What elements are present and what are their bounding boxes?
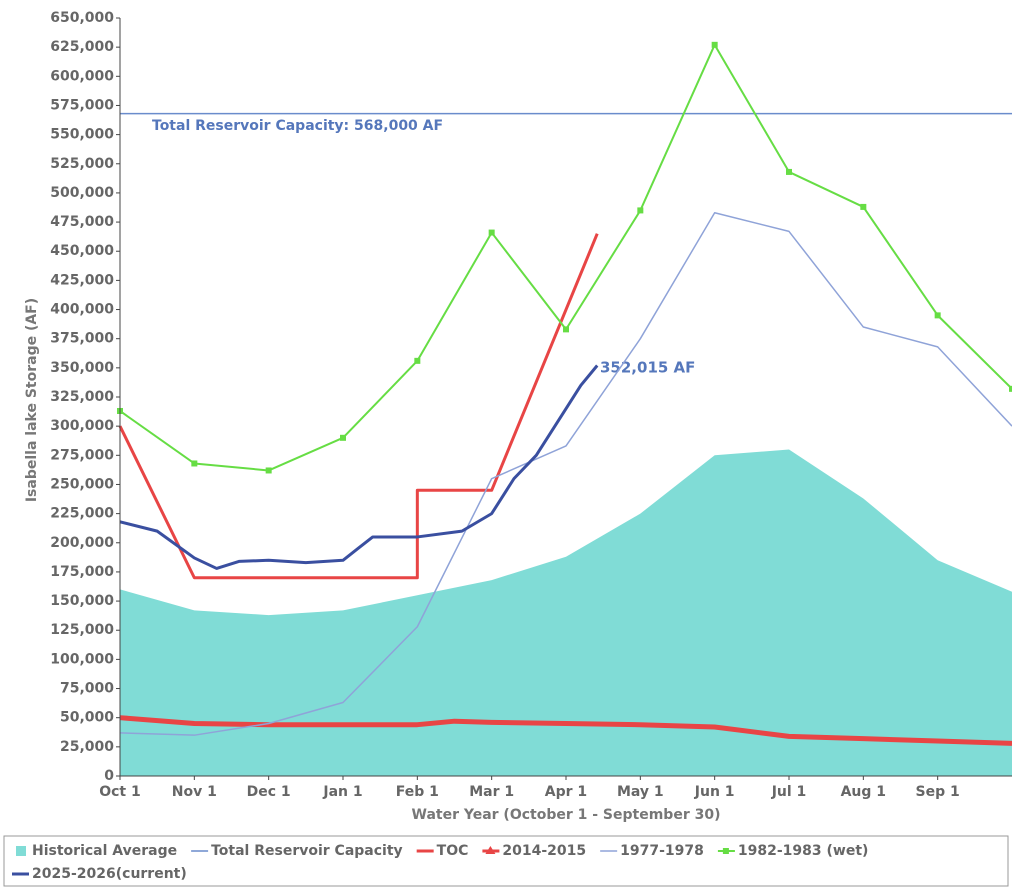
point (860, 203, 867, 210)
y-tick-label: 0 (104, 768, 114, 784)
y-tick-label: 175,000 (50, 564, 114, 580)
y-tick-label: 375,000 (50, 331, 114, 347)
y-tick-label: 600,000 (50, 68, 114, 84)
point (488, 229, 495, 236)
point (1009, 385, 1012, 392)
x-tick-label: May 1 (617, 784, 664, 800)
legend-marker (722, 848, 729, 854)
y-tick-label: 300,000 (50, 418, 114, 434)
y-tick-label: 350,000 (50, 360, 114, 376)
plot-area (117, 41, 1012, 776)
x-tick-label: Mar 1 (469, 784, 514, 800)
legend-label: Historical Average (32, 843, 177, 859)
x-tick-label: Apr 1 (545, 784, 587, 800)
legend-item: Historical Average (16, 843, 177, 859)
legend-label: Total Reservoir Capacity (211, 843, 403, 859)
legend-swatch (16, 846, 26, 856)
y-tick-label: 575,000 (50, 97, 114, 113)
y-tick-label: 525,000 (50, 156, 114, 172)
line (119, 715, 1012, 746)
y-tick-label: 150,000 (50, 593, 114, 609)
y-tick-label: 625,000 (50, 39, 114, 55)
y-tick-label: 50,000 (60, 710, 114, 726)
y-tick-label: 275,000 (50, 447, 114, 463)
area (120, 449, 1012, 776)
point (934, 312, 941, 319)
legend-item: 2014-2015 (482, 843, 586, 859)
legend-item: 1977-1978 (600, 843, 704, 859)
legend-label: 2025-2026(current) (32, 866, 187, 882)
x-tick-label: Oct 1 (99, 784, 141, 800)
line (118, 233, 599, 580)
x-tick-label: Jul 1 (771, 784, 807, 800)
point (563, 326, 569, 333)
x-tick-label: Jan 1 (322, 784, 362, 800)
legend-label: 1982-1983 (wet) (738, 843, 869, 859)
point (265, 467, 272, 474)
y-tick-label: 425,000 (50, 272, 114, 288)
x-tick-label: Dec 1 (247, 784, 291, 800)
y-tick-label: 400,000 (50, 302, 114, 318)
legend-item: Total Reservoir Capacity (191, 843, 403, 859)
y-tick-label: 325,000 (50, 389, 114, 405)
x-tick-label: Nov 1 (172, 784, 217, 800)
line (119, 211, 1012, 736)
x-axis-label: Water Year (October 1 - September 30) (412, 807, 721, 823)
x-tick-label: Feb 1 (396, 784, 439, 800)
y-tick-label: 250,000 (50, 476, 114, 492)
y-tick-label: 550,000 (50, 127, 114, 143)
y-tick-label: 75,000 (60, 681, 114, 697)
point (414, 357, 421, 364)
point (786, 168, 792, 175)
legend-box (3, 835, 1009, 887)
legend-label: 2014-2015 (502, 843, 586, 859)
y-tick-label: 475,000 (50, 214, 114, 230)
legend-item: 1982-1983 (wet) (717, 843, 869, 859)
y-tick-label: 200,000 (50, 535, 114, 551)
current-annotation: 352,015 AF (600, 359, 695, 377)
y-tick-label: 450,000 (50, 243, 114, 259)
x-tick-label: Sep 1 (916, 784, 960, 800)
legend-item: TOC (416, 843, 469, 859)
y-tick-label: 225,000 (50, 506, 114, 522)
x-tick-label: Aug 1 (841, 784, 886, 800)
capacity-annotation: Total Reservoir Capacity: 568,000 AF (152, 118, 443, 134)
y-axis-label: Isabella lake Storage (AF) (24, 298, 40, 502)
x-tick-label: Jun 1 (694, 784, 735, 800)
y-tick-label: 500,000 (50, 185, 114, 201)
line (119, 364, 599, 570)
point (191, 460, 198, 467)
point (340, 434, 346, 441)
legend-item: 2025-2026(current) (12, 866, 187, 882)
point (637, 207, 644, 214)
y-tick-label: 650,000 (50, 10, 114, 26)
legend-marker (485, 846, 496, 854)
y-tick-label: 25,000 (60, 739, 114, 755)
y-tick-label: 100,000 (50, 651, 114, 667)
legend-label: TOC (437, 843, 469, 859)
legend-label: 1977-1978 (620, 843, 704, 859)
point (711, 41, 718, 48)
y-tick-label: 125,000 (50, 622, 114, 638)
